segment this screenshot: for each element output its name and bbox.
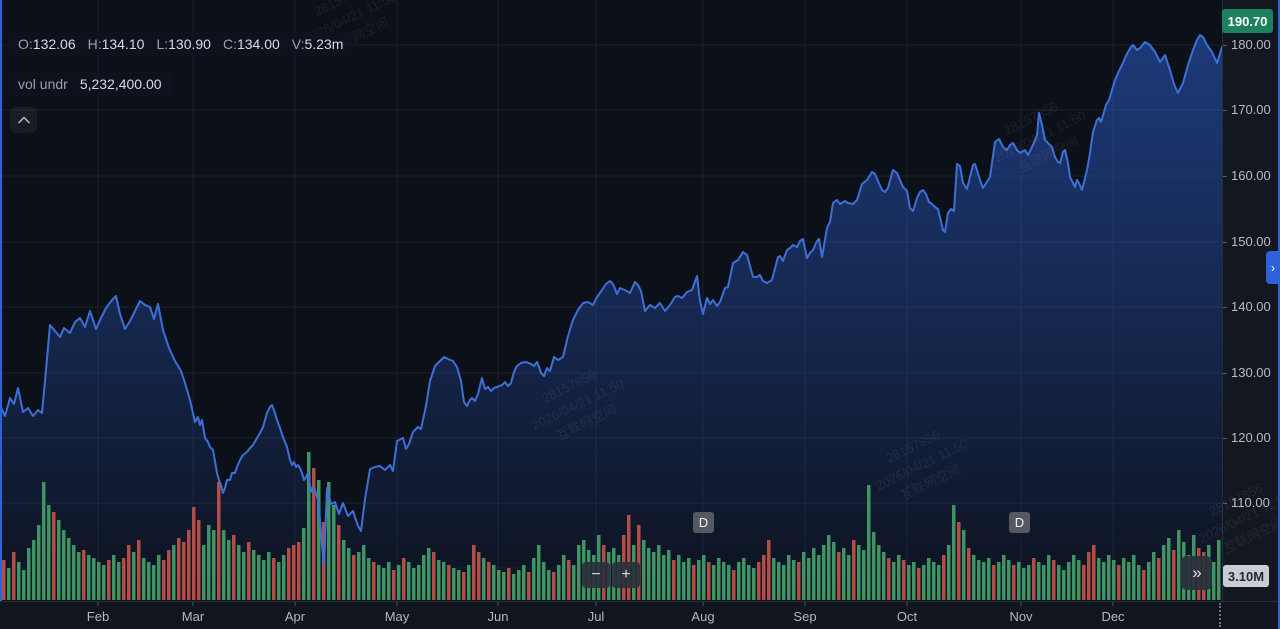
time-axis-month-label: Sep xyxy=(793,609,817,624)
volume-bars-down xyxy=(2,468,1206,600)
chevron-right-icon: › xyxy=(1271,260,1275,275)
time-axis-month-label: Jun xyxy=(487,609,509,624)
plus-icon: + xyxy=(621,566,631,583)
time-axis-month-label: Feb xyxy=(86,609,110,624)
ohlc-legend: O: 132.06 H: 134.10 L: 130.90 C: 134.00 V: 5.… xyxy=(8,31,354,57)
time-axis-tick xyxy=(497,602,499,606)
time-axis[interactable]: Feb Mar Apr May Jun Jul Aug Sep Oct Nov Dec xyxy=(0,601,1280,629)
high-value: H: 134.10 xyxy=(87,36,145,52)
double-chevron-right-icon: » xyxy=(1192,563,1202,582)
price-axis-label: 180.00 xyxy=(1223,37,1280,53)
time-axis-tick xyxy=(804,602,806,606)
time-axis-month-label: Dec xyxy=(1101,609,1125,624)
indicator-value: 5,232,400.00 xyxy=(79,76,162,92)
price-axis-label: 170.00 xyxy=(1223,102,1280,118)
time-axis-month-label: Apr xyxy=(284,609,306,624)
chart-canvas[interactable] xyxy=(0,0,1222,601)
time-axis-tick xyxy=(702,602,704,606)
time-axis-month-label: Aug xyxy=(691,609,715,624)
time-axis-tick xyxy=(1112,602,1114,606)
price-axis-label: 140.00 xyxy=(1223,299,1280,315)
pane-left-edge-line xyxy=(0,0,2,601)
time-axis-month-label: Jul xyxy=(587,609,605,624)
time-axis-month-label: Oct xyxy=(896,609,918,624)
time-axis-month-label: May xyxy=(384,609,410,624)
price-axis-label: 150.00 xyxy=(1223,234,1280,250)
time-axis-tick xyxy=(97,602,99,606)
pane-right-edge-line xyxy=(1278,0,1280,629)
time-axis-tick xyxy=(192,602,194,606)
time-axis-tick xyxy=(396,602,398,606)
chevron-up-icon xyxy=(17,111,30,129)
price-line xyxy=(0,34,1222,567)
time-axis-tick xyxy=(294,602,296,606)
dividend-marker-badge[interactable]: D xyxy=(1009,512,1030,533)
volume-value: V: 5.23m xyxy=(291,36,344,52)
last-price-badge: 190.70 xyxy=(1222,9,1273,33)
time-axis-tick xyxy=(1020,602,1022,606)
time-axis-month-label: Mar xyxy=(181,609,205,624)
time-axis-tick xyxy=(595,602,597,606)
open-value: O: 132.06 xyxy=(18,36,76,52)
dividend-marker-badge[interactable]: D xyxy=(693,512,714,533)
time-axis-month-label: Nov xyxy=(1009,609,1033,624)
volume-indicator-legend: vol undr 5,232,400.00 xyxy=(8,71,172,97)
price-axis-label: 110.00 xyxy=(1223,495,1280,511)
indicator-name: vol undr xyxy=(18,76,68,92)
price-axis-label: 120.00 xyxy=(1223,430,1280,446)
zoom-controls: − + xyxy=(582,562,640,588)
price-axis-label: 160.00 xyxy=(1223,168,1280,184)
price-axis-label: 130.00 xyxy=(1223,365,1280,381)
price-axis[interactable]: 180.00 170.00 160.00 150.00 140.00 130.00 120.… xyxy=(1222,0,1280,601)
time-axis-tick xyxy=(906,602,908,606)
close-value: C: 134.00 xyxy=(222,36,280,52)
minus-icon: − xyxy=(591,566,601,583)
axis-scroll-tag[interactable]: › xyxy=(1266,251,1280,284)
zoom-out-button[interactable]: − xyxy=(582,562,610,588)
zoom-in-button[interactable]: + xyxy=(612,562,640,588)
low-value: L: 130.90 xyxy=(156,36,211,52)
go-to-realtime-button[interactable]: » xyxy=(1181,556,1212,590)
last-volume-badge: 3.10M xyxy=(1223,565,1269,587)
last-bar-dotted-marker xyxy=(1219,603,1221,627)
collapse-legend-button[interactable] xyxy=(10,107,37,133)
price-area-fill xyxy=(0,35,1222,601)
